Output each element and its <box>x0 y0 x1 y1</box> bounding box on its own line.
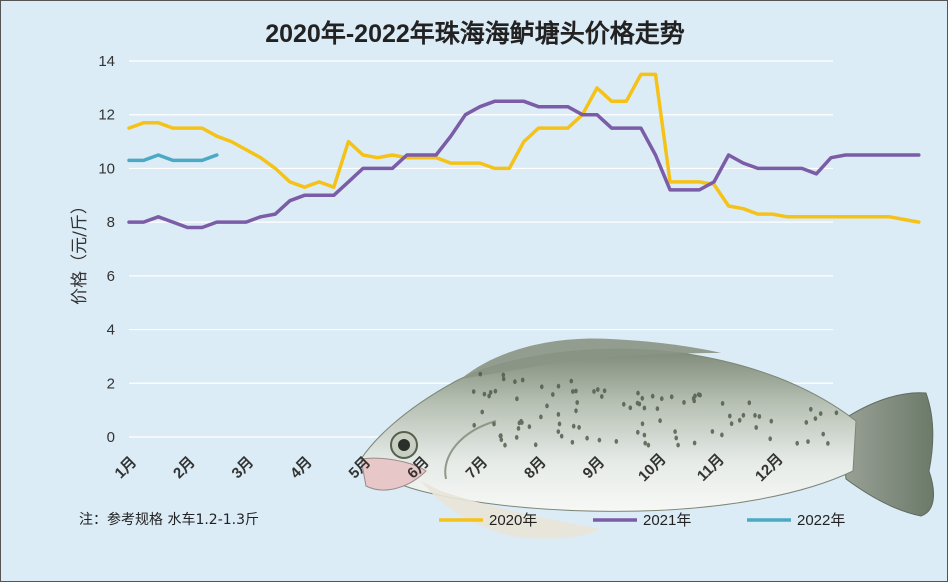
y-tick-label: 0 <box>107 429 115 446</box>
footnote: 注：参考规格 水车1.2-1.3斤 <box>79 511 259 528</box>
legend-label: 2022年 <box>797 512 845 529</box>
x-tick-label: 2月 <box>170 454 199 483</box>
y-tick-label: 8 <box>107 214 115 231</box>
y-tick-label: 12 <box>98 107 115 124</box>
legend: 2020年 2021年 2022年 <box>439 512 845 529</box>
series-lines <box>127 72 921 230</box>
series-line-1 <box>127 72 921 224</box>
series-line-3 <box>127 153 219 163</box>
x-tick-label: 1月 <box>112 454 141 483</box>
y-tick-label: 14 <box>98 53 115 70</box>
y-axis-label: 价格（元/斤） <box>70 197 90 305</box>
x-tick-label: 4月 <box>287 454 316 483</box>
y-axis-ticks: 0 2 4 6 8 10 12 14 <box>98 53 115 446</box>
series-line-2 <box>127 99 921 230</box>
y-tick-label: 2 <box>107 375 115 392</box>
y-tick-label: 10 <box>98 160 115 177</box>
legend-label: 2020年 <box>489 512 537 529</box>
chart-title: 2020年-2022年珠海海鲈塘头价格走势 <box>265 19 685 48</box>
x-tick-label: 3月 <box>229 454 258 483</box>
legend-item-3: 2022年 <box>747 512 845 529</box>
legend-item-1: 2020年 <box>439 512 537 529</box>
legend-label: 2021年 <box>643 512 691 529</box>
sea-bass-illustration <box>360 338 934 539</box>
legend-item-2: 2021年 <box>593 512 691 529</box>
y-tick-label: 6 <box>107 268 115 285</box>
y-tick-label: 4 <box>107 322 115 339</box>
